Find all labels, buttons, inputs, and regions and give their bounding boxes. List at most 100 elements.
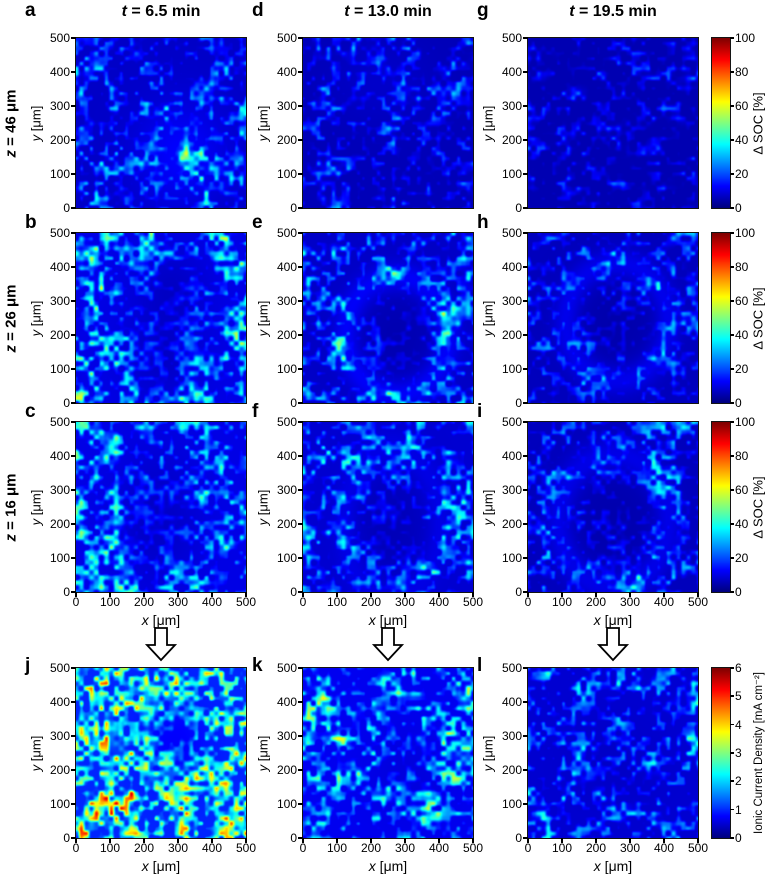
colorbar-unit-label: Δ SOC [%] bbox=[748, 38, 768, 208]
colorbar-tick-label: 6 bbox=[735, 661, 742, 675]
y-tick-label: 200 bbox=[276, 133, 297, 147]
y-tick-mark bbox=[523, 207, 528, 209]
x-tick-label: 300 bbox=[394, 841, 416, 855]
y-axis-label: y [μm] bbox=[479, 38, 497, 208]
y-tick-label: 500 bbox=[501, 31, 522, 45]
colorbar-tick-mark bbox=[730, 523, 734, 525]
colorbar-tick-mark bbox=[730, 489, 734, 491]
x-tick-label: 100 bbox=[326, 841, 348, 855]
title-variable: t bbox=[344, 3, 350, 20]
heatmap-f bbox=[302, 421, 474, 593]
row-label-z16: z = 16 μm bbox=[0, 422, 22, 592]
row-label-text: = 26 μm bbox=[2, 284, 20, 345]
x-tick-label: 200 bbox=[585, 841, 607, 855]
y-axis-label-text: y [μm] bbox=[28, 105, 44, 141]
down-arrow-icon bbox=[371, 627, 405, 662]
y-tick-label: 200 bbox=[276, 763, 297, 777]
y-tick-label: 400 bbox=[276, 695, 297, 709]
y-tick-mark bbox=[298, 207, 303, 209]
x-tick-label: 300 bbox=[167, 841, 189, 855]
y-tick-label: 400 bbox=[501, 65, 522, 79]
colorbar-tick-mark bbox=[730, 752, 734, 754]
y-axis-label-text: y [μm] bbox=[28, 735, 44, 771]
y-tick-mark bbox=[71, 334, 76, 336]
row-label-variable: z bbox=[2, 344, 20, 352]
y-tick-label: 500 bbox=[276, 415, 297, 429]
y-tick-label: 500 bbox=[49, 661, 70, 675]
y-tick-label: 0 bbox=[290, 831, 297, 845]
y-tick-label: 100 bbox=[501, 797, 522, 811]
title-text: = 13.0 min bbox=[349, 3, 432, 20]
colorbar-soc bbox=[711, 37, 731, 209]
x-tick-mark bbox=[211, 592, 213, 597]
title-text: = 19.5 min bbox=[574, 3, 657, 20]
x-tick-mark bbox=[663, 838, 665, 843]
y-tick-label: 0 bbox=[515, 831, 522, 845]
panel-letter-j: j bbox=[25, 655, 31, 676]
y-tick-label: 500 bbox=[49, 31, 70, 45]
y-tick-label: 400 bbox=[276, 65, 297, 79]
colorbar-tick-mark bbox=[730, 780, 734, 782]
row-label-variable: z bbox=[2, 533, 20, 541]
x-tick-label: 0 bbox=[72, 841, 80, 855]
y-tick-label: 200 bbox=[49, 517, 70, 531]
x-tick-mark bbox=[629, 838, 631, 843]
y-tick-label: 0 bbox=[290, 201, 297, 215]
title-variable: t bbox=[121, 3, 127, 20]
y-tick-mark bbox=[71, 421, 76, 423]
x-tick-label: 200 bbox=[133, 841, 155, 855]
y-tick-mark bbox=[298, 105, 303, 107]
colorbar-tick-mark bbox=[730, 402, 734, 404]
y-tick-mark bbox=[523, 105, 528, 107]
y-tick-mark bbox=[71, 837, 76, 839]
y-axis-label-text: y [μm] bbox=[255, 489, 271, 525]
y-tick-mark bbox=[71, 266, 76, 268]
y-tick-mark bbox=[71, 667, 76, 669]
y-tick-mark bbox=[71, 769, 76, 771]
y-tick-mark bbox=[298, 523, 303, 525]
y-tick-label: 100 bbox=[49, 551, 70, 565]
colorbar-unit-label-text: Ionic Current Density [mA cm⁻²] bbox=[753, 672, 765, 834]
y-tick-mark bbox=[523, 489, 528, 491]
x-tick-mark bbox=[472, 592, 474, 597]
y-axis-label: y [μm] bbox=[254, 668, 272, 838]
colorbar-tick-mark bbox=[730, 105, 734, 107]
y-tick-mark bbox=[71, 71, 76, 73]
colorbar-tick-label: 100 bbox=[735, 31, 756, 45]
colorbar-unit-label: Δ SOC [%] bbox=[748, 233, 768, 403]
y-tick-mark bbox=[298, 591, 303, 593]
panel-letter-b: b bbox=[25, 212, 37, 233]
y-tick-mark bbox=[298, 334, 303, 336]
y-tick-mark bbox=[298, 300, 303, 302]
x-tick-mark bbox=[663, 592, 665, 597]
y-tick-mark bbox=[298, 37, 303, 39]
y-axis-label-text: y [μm] bbox=[255, 735, 271, 771]
y-tick-mark bbox=[298, 71, 303, 73]
down-arrow-icon bbox=[144, 627, 178, 662]
y-tick-mark bbox=[71, 735, 76, 737]
y-tick-label: 400 bbox=[501, 260, 522, 274]
colorbar-tick-mark bbox=[730, 808, 734, 811]
x-tick-label: 300 bbox=[167, 595, 189, 609]
x-tick-mark bbox=[245, 838, 247, 843]
colorbar-unit-label: Ionic Current Density [mA cm⁻²] bbox=[748, 668, 768, 838]
colorbar-tick-mark bbox=[730, 266, 734, 268]
x-tick-mark bbox=[438, 592, 440, 597]
panel-letter-h: h bbox=[477, 212, 489, 233]
x-tick-label: 100 bbox=[551, 841, 573, 855]
colorbar-tick-mark bbox=[730, 557, 734, 559]
y-tick-mark bbox=[523, 173, 528, 175]
y-tick-label: 0 bbox=[290, 585, 297, 599]
colorbar-tick-label: 40 bbox=[735, 328, 749, 342]
x-tick-label: 0 bbox=[524, 595, 532, 609]
y-tick-label: 400 bbox=[49, 65, 70, 79]
x-axis-label: x [μm] bbox=[593, 612, 633, 628]
y-tick-label: 300 bbox=[276, 99, 297, 113]
colorbar-tick-label: 40 bbox=[735, 517, 749, 531]
row-label-text: = 46 μm bbox=[2, 89, 20, 150]
y-tick-label: 300 bbox=[501, 483, 522, 497]
y-tick-mark bbox=[71, 402, 76, 404]
panel-letter-f: f bbox=[252, 401, 259, 422]
x-tick-label: 300 bbox=[619, 595, 641, 609]
